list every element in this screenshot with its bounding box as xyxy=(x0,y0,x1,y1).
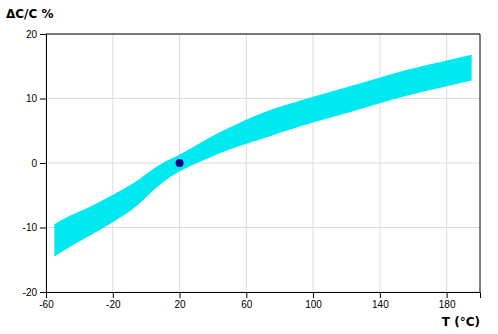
y-tick-label: -10 xyxy=(23,222,38,233)
x-tick-mark xyxy=(113,292,114,298)
grid-line-y xyxy=(46,227,480,228)
x-tick: 20 xyxy=(174,292,186,310)
y-tick-label: 10 xyxy=(26,93,38,104)
x-tick-label: -60 xyxy=(39,299,54,310)
x-axis-title: T (°C) xyxy=(442,315,480,329)
x-tick: -60 xyxy=(39,292,54,310)
x-tick-label: 60 xyxy=(241,299,253,310)
x-tick-mark xyxy=(380,292,381,298)
x-tick-mark xyxy=(180,292,181,298)
frame-right xyxy=(480,34,481,292)
x-axis-line xyxy=(47,293,481,299)
grid xyxy=(46,34,480,292)
x-tick: 140 xyxy=(372,292,389,310)
x-tick-label: 100 xyxy=(305,299,322,310)
y-tick: 20 xyxy=(26,29,46,40)
x-axis: -60 -20 20 60 100 140 180 xyxy=(39,292,480,310)
x-tick: -20 xyxy=(106,292,121,310)
x-tick-mark xyxy=(447,292,448,298)
frame-top xyxy=(46,34,480,35)
grid-line-y xyxy=(46,163,480,164)
y-tick: -10 xyxy=(23,222,46,233)
x-tick-mark xyxy=(313,292,314,298)
x-tick-mark xyxy=(246,292,247,298)
y-tick-mark xyxy=(40,163,46,164)
x-tick: 180 xyxy=(439,292,456,310)
x-tick: 60 xyxy=(241,292,253,310)
band xyxy=(54,55,471,257)
x-tick: 100 xyxy=(305,292,322,310)
y-axis-line xyxy=(40,35,47,293)
y-tick-mark xyxy=(40,99,46,100)
chart: -60-202060100140180-20-1001020T (°C)ΔC/C… xyxy=(0,0,498,334)
grid-line-y xyxy=(46,98,480,99)
x-tick-label: 140 xyxy=(372,299,389,310)
plot: -60-202060100140180-20-1001020 xyxy=(23,29,481,310)
y-axis-title: ΔC/C % xyxy=(6,7,53,21)
y-tick-mark xyxy=(40,34,46,35)
y-tick-label: 0 xyxy=(31,158,37,169)
y-tick-mark xyxy=(40,228,46,229)
x-tick-label: -20 xyxy=(106,299,121,310)
x-tick-label: 20 xyxy=(174,299,186,310)
y-tick-mark xyxy=(40,292,46,293)
y-tick: 0 xyxy=(31,158,46,169)
point xyxy=(176,159,184,167)
y-tick: -20 xyxy=(23,287,46,298)
y-tick-label: 20 xyxy=(26,29,38,40)
marks xyxy=(54,55,471,257)
y-tick-label: -20 xyxy=(23,287,38,298)
y-axis: -20 -10 0 10 20 xyxy=(23,29,47,298)
grid-line-y xyxy=(46,34,480,35)
y-tick: 10 xyxy=(26,93,46,104)
x-tick-label: 180 xyxy=(439,299,456,310)
